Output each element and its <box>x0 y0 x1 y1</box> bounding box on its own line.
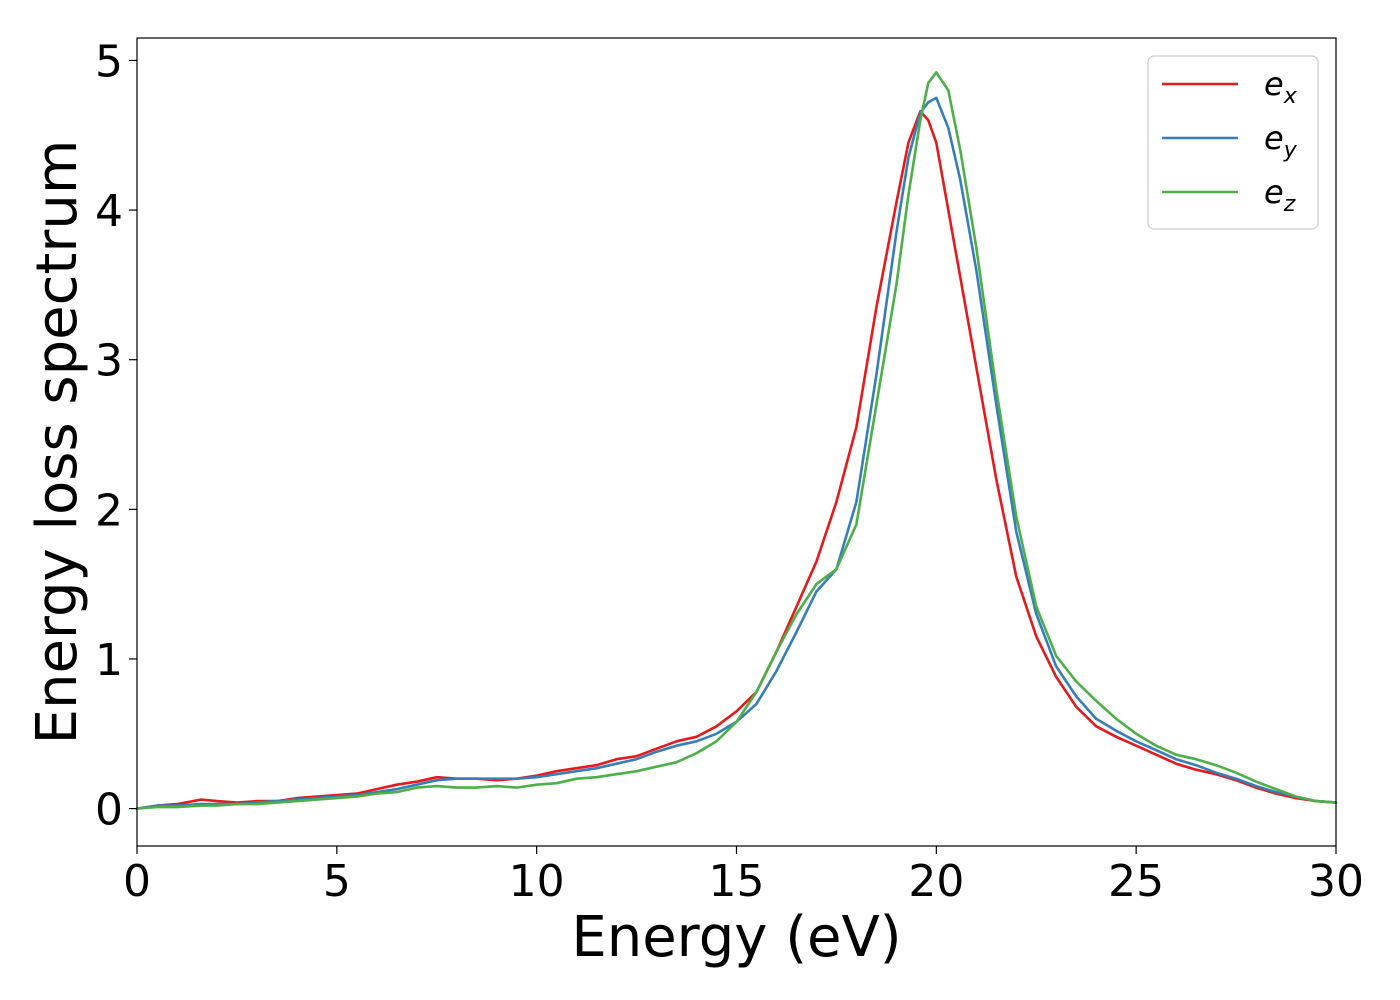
legend-label-ex: ex <box>1264 65 1298 109</box>
y-tick-label: 0 <box>95 785 123 836</box>
series-layer <box>135 71 1338 810</box>
x-tick-label: 0 <box>123 856 151 907</box>
x-tick-label: 25 <box>1108 856 1164 907</box>
legend-label-subscript: z <box>1283 192 1296 217</box>
series-line-ez <box>135 71 1338 810</box>
x-axis-ticks: 0 5 10 15 20 25 30 <box>123 846 1364 907</box>
y-axis-label: Energy loss spectrum <box>25 140 90 745</box>
x-axis-label: Energy (eV) <box>571 905 901 970</box>
x-tick-label: 30 <box>1308 856 1364 907</box>
x-tick-label: 5 <box>323 856 351 907</box>
legend-box <box>1147 55 1319 230</box>
legend-label-base: e <box>1264 65 1284 103</box>
x-tick-label: 10 <box>509 856 565 907</box>
legend-label-base: e <box>1264 173 1284 211</box>
y-tick-label: 2 <box>95 485 123 536</box>
legend-label-ey: ey <box>1264 119 1298 163</box>
y-tick-label: 3 <box>95 336 123 387</box>
legend-label-ez: ez <box>1264 173 1296 217</box>
legend-label-base: e <box>1264 119 1284 157</box>
series-line-ey <box>135 96 1338 810</box>
y-tick-label: 4 <box>95 186 123 237</box>
y-tick-label: 5 <box>95 36 123 87</box>
legend-label-subscript: x <box>1283 84 1298 109</box>
legend-label-subscript: y <box>1283 138 1298 163</box>
x-tick-label: 15 <box>709 856 765 907</box>
y-axis-ticks: 0 1 2 3 4 5 <box>95 36 137 836</box>
y-tick-label: 1 <box>95 635 123 686</box>
x-tick-label: 20 <box>908 856 964 907</box>
